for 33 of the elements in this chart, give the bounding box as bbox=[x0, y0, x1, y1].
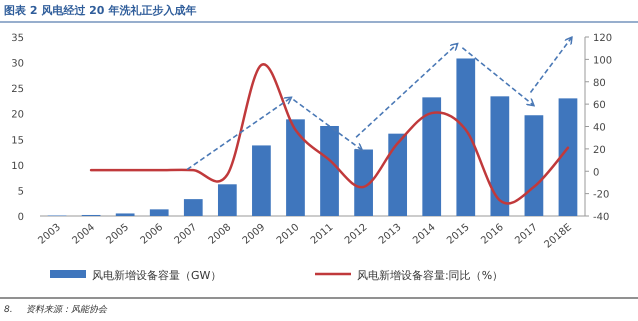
legend-label: 风电新增设备容量:同比（%） bbox=[357, 269, 504, 282]
bar bbox=[524, 115, 544, 216]
bar bbox=[150, 209, 169, 216]
y2-tick-label: 80 bbox=[593, 78, 606, 89]
y-tick-label: 5 bbox=[18, 186, 24, 198]
bar bbox=[116, 213, 135, 216]
bar bbox=[252, 145, 271, 216]
y-tick-label: 10 bbox=[11, 160, 24, 172]
y2-tick-label: 0 bbox=[593, 167, 600, 178]
bar bbox=[558, 98, 578, 216]
bar bbox=[490, 96, 510, 216]
y-tick-label: 35 bbox=[11, 33, 24, 44]
text: 8. bbox=[4, 305, 13, 315]
y-tick-label: 30 bbox=[11, 58, 24, 70]
bar bbox=[388, 134, 408, 216]
y-tick-label: 0 bbox=[18, 212, 24, 223]
y2-tick-label: -20 bbox=[593, 190, 610, 201]
bar bbox=[286, 119, 305, 216]
y2-tick-label: 120 bbox=[593, 33, 612, 44]
y2-tick-label: 20 bbox=[593, 144, 606, 156]
bar bbox=[184, 199, 203, 216]
legend-label: 风电新增设备容量（GW） bbox=[92, 269, 222, 282]
title: 图表 2 风电经过 20 年洗礼正步入成年 bbox=[4, 4, 196, 17]
y-tick-label: 25 bbox=[11, 84, 24, 96]
bar bbox=[422, 97, 442, 216]
y2-tick-label: -40 bbox=[593, 212, 610, 223]
y-tick-label: 20 bbox=[11, 110, 24, 121]
bar bbox=[218, 184, 237, 216]
y2-tick-label: 60 bbox=[593, 100, 606, 112]
y2-tick-label: 100 bbox=[593, 55, 612, 66]
y-tick-label: 15 bbox=[11, 135, 24, 146]
y2-tick-label: 40 bbox=[593, 122, 606, 134]
text: 资料来源：风能协会 bbox=[26, 304, 108, 315]
